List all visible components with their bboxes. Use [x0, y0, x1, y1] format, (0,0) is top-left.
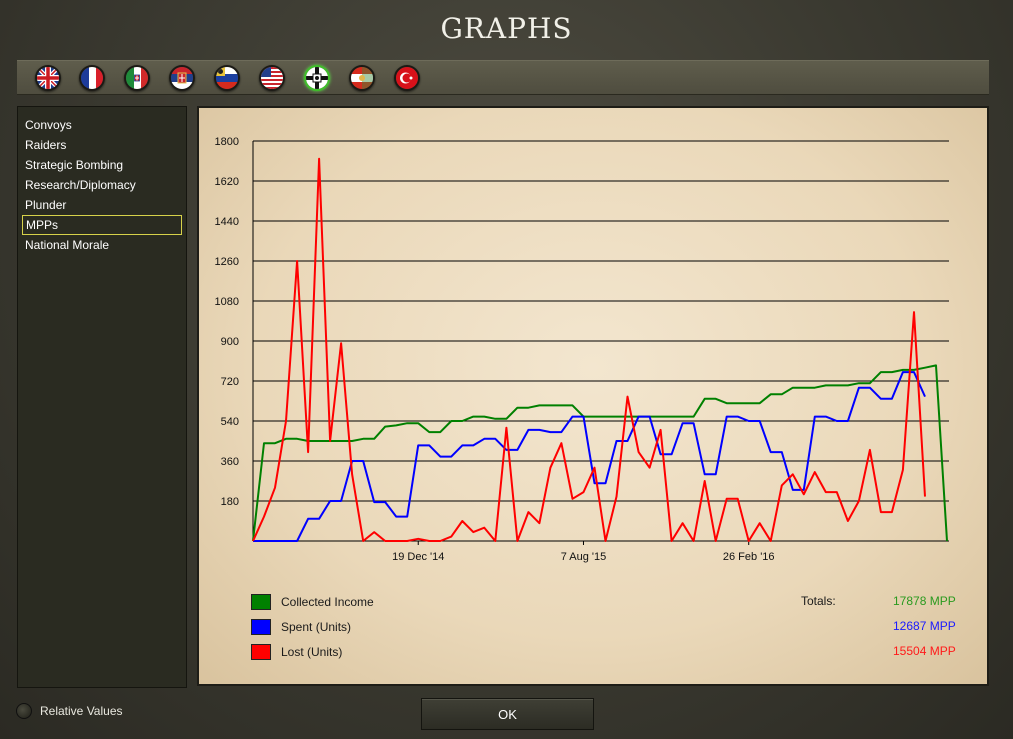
- sidebar-item-mpps[interactable]: MPPs: [22, 215, 182, 235]
- sidebar-item-plunder[interactable]: Plunder: [25, 198, 67, 212]
- y-tick-label: 1080: [215, 296, 239, 308]
- sidebar-item-raiders[interactable]: Raiders: [25, 138, 67, 152]
- legend-label-income: Collected Income: [281, 595, 374, 609]
- y-tick-label: 1440: [215, 216, 239, 228]
- britain-flag-icon[interactable]: [35, 65, 61, 91]
- sidebar-item-national-morale[interactable]: National Morale: [25, 238, 110, 252]
- ok-button[interactable]: OK: [421, 698, 594, 730]
- totals-label: Totals:: [801, 594, 836, 608]
- y-tick-label: 720: [221, 376, 239, 388]
- x-tick-label: 26 Feb '16: [723, 551, 775, 563]
- graph-type-sidebar: Convoys Raiders Strategic Bombing Resear…: [17, 106, 187, 688]
- ottoman-flag-icon[interactable]: [394, 65, 420, 91]
- legend-swatch-lost: [251, 644, 271, 660]
- mpp-line-chart: 1800 1620 1440 1260 1080 900 720 540 360 180 19 De…: [215, 136, 949, 563]
- legend-swatch-spent: [251, 619, 271, 635]
- y-tick-label: 1260: [215, 256, 239, 268]
- sidebar-item-research-diplomacy[interactable]: Research/Diplomacy: [25, 178, 136, 192]
- italy-flag-icon[interactable]: [124, 65, 150, 91]
- russia-flag-icon[interactable]: [214, 65, 240, 91]
- total-lost-value: 15504 MPP: [893, 644, 956, 658]
- chart-panel: 1800 1620 1440 1260 1080 900 720 540 360 180 19 De…: [197, 106, 989, 686]
- series-line-spent-units: [253, 371, 926, 542]
- austria-hungary-flag-icon[interactable]: [349, 65, 375, 91]
- sidebar-item-strategic-bombing[interactable]: Strategic Bombing: [25, 158, 124, 172]
- germany-flag-icon[interactable]: [304, 65, 330, 91]
- page-title: GRAPHS: [440, 12, 573, 45]
- x-tick-label: 19 Dec '14: [392, 551, 444, 563]
- y-tick-label: 540: [221, 416, 239, 428]
- y-tick-label: 1800: [215, 136, 239, 148]
- total-income-value: 17878 MPP: [893, 594, 956, 608]
- nation-flag-bar: [17, 60, 989, 95]
- y-tick-label: 900: [221, 336, 239, 348]
- total-spent-value: 12687 MPP: [893, 619, 956, 633]
- x-tick-label: 7 Aug '15: [561, 551, 607, 563]
- y-tick-label: 360: [221, 456, 239, 468]
- usa-flag-icon[interactable]: [259, 65, 285, 91]
- y-tick-label: 1620: [215, 176, 239, 188]
- legend-swatch-income: [251, 594, 271, 610]
- series-line-collected-income: [252, 364, 948, 542]
- legend-label-lost: Lost (Units): [281, 645, 343, 659]
- france-flag-icon[interactable]: [79, 65, 105, 91]
- y-tick-label: 180: [221, 496, 239, 508]
- sidebar-item-convoys[interactable]: Convoys: [25, 118, 72, 132]
- serbia-flag-icon[interactable]: [169, 65, 195, 91]
- relative-values-radio[interactable]: [16, 703, 32, 719]
- relative-values-label: Relative Values: [40, 704, 123, 718]
- series-line-lost-units: [252, 157, 926, 542]
- legend-label-spent: Spent (Units): [281, 620, 352, 634]
